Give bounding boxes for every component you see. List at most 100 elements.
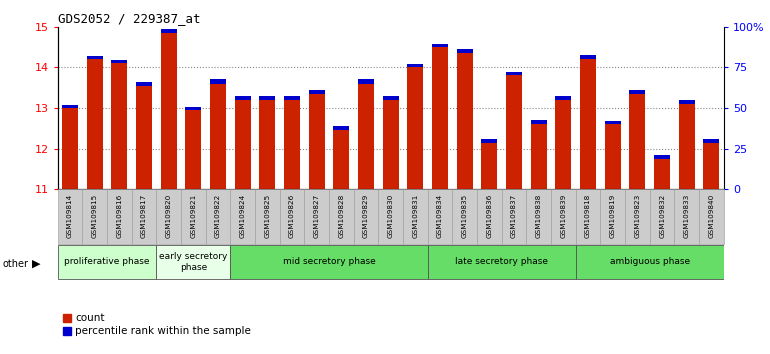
FancyBboxPatch shape [181, 189, 206, 244]
Text: GSM109835: GSM109835 [462, 194, 468, 238]
Bar [457, 49, 473, 53]
Text: GSM109831: GSM109831 [413, 194, 418, 238]
FancyBboxPatch shape [403, 189, 428, 244]
Bar [136, 81, 152, 86]
FancyBboxPatch shape [82, 189, 107, 244]
Bar [629, 90, 645, 94]
Bar [407, 64, 424, 67]
Bar [531, 120, 547, 124]
Bar [358, 80, 374, 84]
Bar [333, 126, 350, 130]
Bar [580, 55, 596, 59]
FancyBboxPatch shape [428, 189, 453, 244]
Text: other: other [2, 259, 28, 269]
Text: GSM109829: GSM109829 [363, 194, 369, 238]
Bar [432, 44, 448, 47]
Bar [506, 72, 522, 75]
Bar [186, 110, 202, 189]
FancyBboxPatch shape [329, 189, 353, 244]
Bar [309, 91, 325, 94]
Bar [62, 108, 78, 189]
Bar [161, 34, 177, 189]
Text: proliferative phase: proliferative phase [65, 257, 150, 267]
FancyBboxPatch shape [378, 189, 403, 244]
Bar [112, 60, 128, 63]
FancyBboxPatch shape [107, 189, 132, 244]
Text: GSM109823: GSM109823 [634, 194, 641, 238]
FancyBboxPatch shape [353, 189, 378, 244]
Bar [210, 84, 226, 189]
FancyBboxPatch shape [625, 189, 650, 244]
FancyBboxPatch shape [304, 189, 329, 244]
Text: early secretory
phase: early secretory phase [159, 252, 228, 272]
Bar [704, 138, 719, 143]
Bar [235, 100, 251, 189]
FancyBboxPatch shape [502, 189, 527, 244]
Bar [654, 159, 670, 189]
FancyBboxPatch shape [206, 189, 230, 244]
Text: mid secretory phase: mid secretory phase [283, 257, 376, 267]
Bar [679, 104, 695, 189]
Text: GSM109816: GSM109816 [116, 194, 122, 238]
FancyBboxPatch shape [156, 245, 230, 279]
Text: GSM109828: GSM109828 [339, 194, 344, 238]
Bar [604, 124, 621, 189]
Bar [210, 80, 226, 84]
Text: ambiguous phase: ambiguous phase [610, 257, 690, 267]
FancyBboxPatch shape [230, 189, 255, 244]
FancyBboxPatch shape [255, 189, 280, 244]
Bar [629, 94, 645, 189]
Text: GSM109839: GSM109839 [561, 194, 567, 238]
Bar [531, 124, 547, 189]
Bar [604, 121, 621, 124]
Bar [506, 75, 522, 189]
Text: GSM109837: GSM109837 [511, 194, 517, 238]
FancyBboxPatch shape [58, 189, 82, 244]
FancyBboxPatch shape [230, 245, 428, 279]
Text: late secretory phase: late secretory phase [455, 257, 548, 267]
FancyBboxPatch shape [156, 189, 181, 244]
Text: GSM109834: GSM109834 [437, 194, 443, 238]
Text: ▶: ▶ [32, 259, 41, 269]
Bar [555, 100, 571, 189]
Bar [259, 96, 276, 100]
Bar [62, 105, 78, 108]
Bar [136, 86, 152, 189]
FancyBboxPatch shape [280, 189, 304, 244]
Text: GSM109825: GSM109825 [264, 194, 270, 238]
Legend: count, percentile rank within the sample: count, percentile rank within the sample [63, 313, 251, 336]
Bar [580, 59, 596, 189]
Bar [481, 139, 497, 143]
Bar [87, 56, 102, 59]
FancyBboxPatch shape [551, 189, 576, 244]
Bar [284, 96, 300, 100]
Bar [161, 29, 177, 34]
FancyBboxPatch shape [601, 189, 625, 244]
Text: GSM109815: GSM109815 [92, 194, 98, 238]
FancyBboxPatch shape [576, 189, 601, 244]
Text: GSM109817: GSM109817 [141, 194, 147, 238]
Bar [383, 96, 399, 100]
FancyBboxPatch shape [699, 189, 724, 244]
Text: GSM109824: GSM109824 [239, 194, 246, 238]
Bar [284, 100, 300, 189]
Text: GSM109830: GSM109830 [388, 194, 393, 238]
Text: GSM109840: GSM109840 [708, 194, 715, 238]
FancyBboxPatch shape [527, 189, 551, 244]
Bar [87, 59, 102, 189]
Text: GSM109836: GSM109836 [487, 194, 493, 238]
Text: GSM109826: GSM109826 [289, 194, 295, 238]
Bar [679, 100, 695, 104]
Text: GSM109838: GSM109838 [536, 194, 542, 238]
Bar [383, 100, 399, 189]
Text: GSM109814: GSM109814 [67, 194, 73, 238]
FancyBboxPatch shape [453, 189, 477, 244]
Bar [112, 63, 128, 189]
FancyBboxPatch shape [576, 245, 724, 279]
Text: GSM109821: GSM109821 [190, 194, 196, 238]
Text: GSM109820: GSM109820 [166, 194, 172, 238]
FancyBboxPatch shape [675, 189, 699, 244]
Text: GSM109818: GSM109818 [585, 194, 591, 238]
Bar [481, 143, 497, 189]
Bar [333, 130, 350, 189]
